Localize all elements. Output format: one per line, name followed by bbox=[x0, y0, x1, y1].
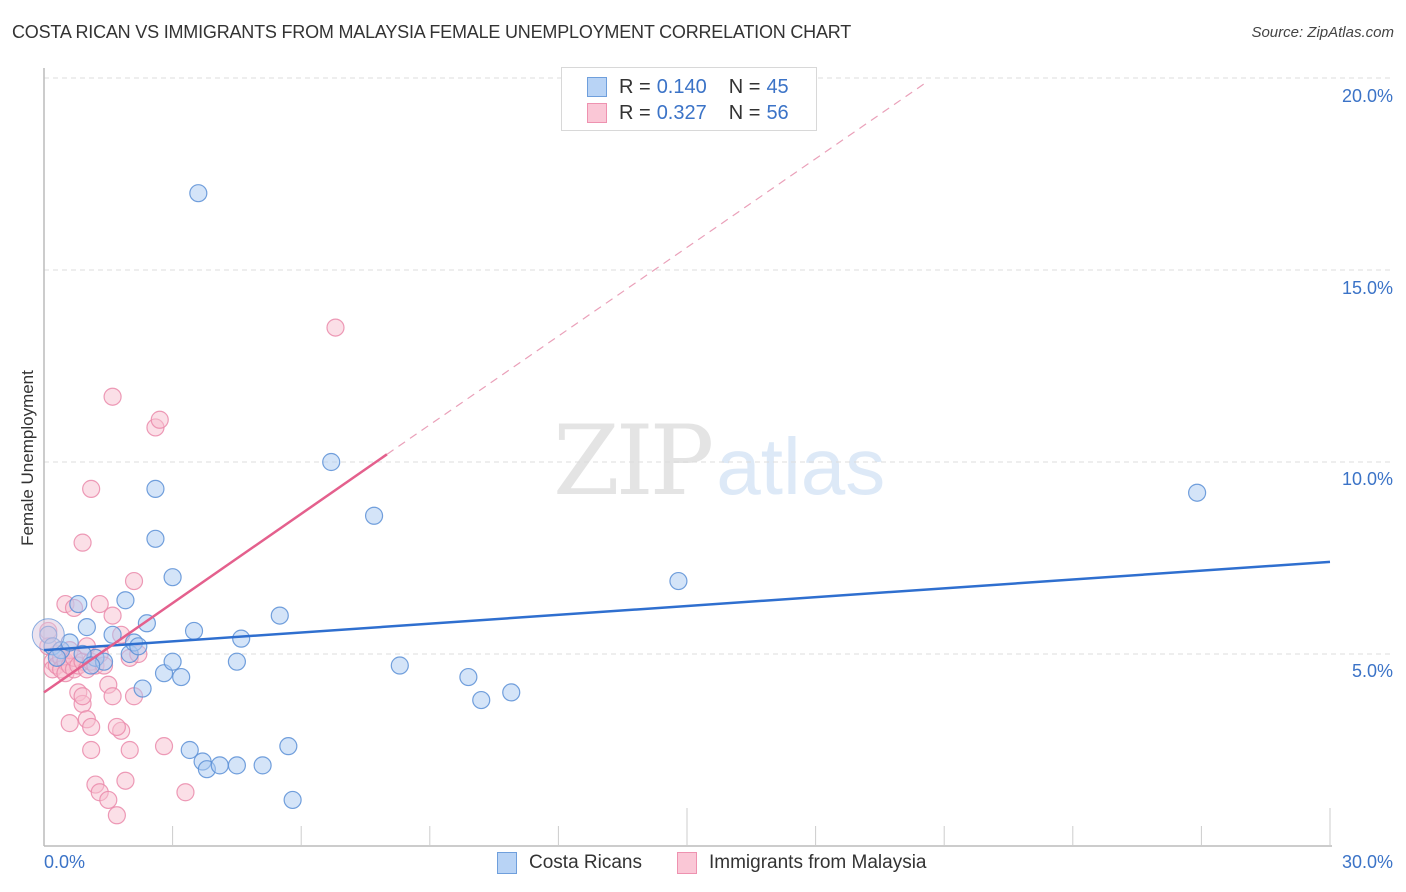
y-axis-label: Female Unemployment bbox=[18, 370, 37, 546]
costa-rican-point bbox=[472, 690, 491, 710]
costa-rican-point bbox=[669, 571, 688, 591]
costa-ricans-trend-line bbox=[43, 560, 1331, 652]
costa-rican-point bbox=[279, 737, 298, 756]
costa-rican-point bbox=[364, 506, 384, 525]
r-label: R = bbox=[619, 75, 651, 98]
costa-rican-point bbox=[129, 637, 148, 656]
malaysia-point bbox=[150, 410, 169, 429]
costa-rican-point bbox=[47, 648, 66, 667]
malaysia-point bbox=[99, 790, 118, 810]
n-value: 45 bbox=[766, 75, 789, 98]
malaysia-point bbox=[107, 806, 126, 825]
costa-rican-point bbox=[31, 618, 65, 652]
malaysia-point bbox=[90, 594, 109, 614]
malaysia-point bbox=[176, 783, 195, 802]
costa-rican-point bbox=[77, 618, 96, 637]
costa-rican-point bbox=[116, 591, 135, 610]
costa-rican-point bbox=[270, 606, 289, 625]
r-value: 0.140 bbox=[656, 75, 707, 98]
legend-row-costa-ricans: R = 0.140 N = 45 bbox=[587, 75, 789, 99]
malaysia-point bbox=[103, 387, 122, 406]
n-label: N = bbox=[728, 101, 761, 124]
costa-rican-point bbox=[210, 756, 229, 775]
malaysia-point bbox=[120, 740, 139, 760]
source-label: Source: ZipAtlas.com bbox=[1251, 24, 1394, 41]
costa-rican-point bbox=[227, 756, 246, 775]
costa-rican-point bbox=[184, 621, 204, 641]
y-tick-20: 20.0% bbox=[1341, 86, 1393, 106]
costa-rican-point bbox=[146, 479, 165, 498]
malaysia-point bbox=[103, 687, 122, 706]
pink-swatch-icon bbox=[587, 103, 607, 123]
costa-rican-point bbox=[459, 667, 478, 687]
malaysia-trend-line bbox=[43, 453, 388, 694]
watermark: ZIPatlas bbox=[553, 405, 885, 517]
series-label: Immigrants from Malaysia bbox=[709, 852, 927, 873]
blue-swatch-icon bbox=[497, 852, 517, 874]
malaysia-trend-extension bbox=[386, 81, 928, 455]
malaysia-point bbox=[73, 687, 92, 706]
costa-rican-point bbox=[283, 790, 302, 810]
y-tick-5: 5.0% bbox=[1351, 661, 1393, 681]
series-legend-costa-ricans[interactable]: Costa Ricans bbox=[497, 852, 642, 874]
costa-rican-point bbox=[253, 756, 272, 775]
y-tick-15: 15.0% bbox=[1341, 278, 1393, 298]
pink-swatch-icon bbox=[677, 852, 697, 874]
malaysia-point bbox=[124, 571, 144, 591]
malaysia-point bbox=[116, 771, 135, 790]
costa-rican-point bbox=[180, 740, 199, 760]
r-value: 0.327 bbox=[656, 101, 707, 124]
series-legend-malaysia[interactable]: Immigrants from Malaysia bbox=[677, 852, 927, 874]
watermark-zip: ZIP bbox=[553, 405, 714, 517]
costa-rican-point bbox=[390, 656, 409, 675]
malaysia-point bbox=[82, 740, 101, 760]
malaysia-point bbox=[103, 606, 122, 625]
blue-swatch-icon bbox=[587, 77, 607, 97]
costa-rican-point bbox=[189, 184, 208, 203]
stats-legend: R = 0.140 N = 45 R = 0.327 N = 56 bbox=[561, 67, 817, 131]
series-label: Costa Ricans bbox=[529, 852, 642, 873]
costa-rican-point bbox=[322, 452, 341, 472]
costa-rican-point bbox=[133, 679, 152, 698]
malaysia-point bbox=[82, 479, 101, 498]
n-label: N = bbox=[728, 75, 761, 98]
x-tick-min: 0.0% bbox=[44, 852, 86, 872]
chart-title: COSTA RICAN VS IMMIGRANTS FROM MALAYSIA … bbox=[12, 22, 852, 42]
malaysia-point bbox=[60, 714, 79, 733]
n-value: 56 bbox=[766, 101, 789, 124]
malaysia-point bbox=[73, 533, 92, 552]
costa-rican-point bbox=[69, 594, 88, 614]
costa-rican-point bbox=[172, 667, 191, 687]
costa-rican-point bbox=[163, 568, 182, 587]
costa-rican-point bbox=[227, 652, 246, 671]
costa-rican-point bbox=[232, 629, 251, 648]
costa-rican-point bbox=[502, 683, 521, 702]
r-label: R = bbox=[619, 101, 651, 124]
malaysia-point bbox=[82, 717, 101, 737]
malaysia-point bbox=[107, 717, 126, 737]
costa-rican-point bbox=[1188, 483, 1207, 502]
costa-rican-point bbox=[163, 652, 182, 671]
malaysia-point bbox=[326, 318, 345, 337]
y-tick-10: 10.0% bbox=[1341, 469, 1393, 489]
x-tick-max: 30.0% bbox=[1341, 852, 1393, 872]
costa-rican-point bbox=[146, 529, 165, 548]
malaysia-point bbox=[154, 737, 174, 756]
legend-row-malaysia: R = 0.327 N = 56 bbox=[587, 101, 789, 125]
watermark-atlas: atlas bbox=[716, 422, 886, 511]
